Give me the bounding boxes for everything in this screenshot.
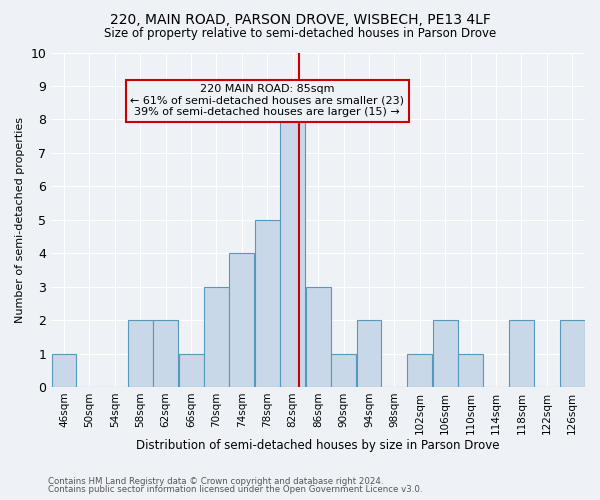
- Bar: [179, 354, 203, 387]
- Bar: [153, 320, 178, 387]
- Bar: [331, 354, 356, 387]
- X-axis label: Distribution of semi-detached houses by size in Parson Drove: Distribution of semi-detached houses by …: [136, 440, 500, 452]
- Bar: [280, 120, 305, 387]
- Bar: [433, 320, 458, 387]
- Bar: [128, 320, 152, 387]
- Text: Contains HM Land Registry data © Crown copyright and database right 2024.: Contains HM Land Registry data © Crown c…: [48, 477, 383, 486]
- Bar: [458, 354, 483, 387]
- Text: 220 MAIN ROAD: 85sqm
← 61% of semi-detached houses are smaller (23)
39% of semi-: 220 MAIN ROAD: 85sqm ← 61% of semi-detac…: [130, 84, 404, 117]
- Bar: [52, 354, 76, 387]
- Bar: [229, 253, 254, 387]
- Bar: [560, 320, 585, 387]
- Bar: [305, 286, 331, 387]
- Bar: [356, 320, 382, 387]
- Text: Contains public sector information licensed under the Open Government Licence v3: Contains public sector information licen…: [48, 485, 422, 494]
- Bar: [407, 354, 432, 387]
- Text: 220, MAIN ROAD, PARSON DROVE, WISBECH, PE13 4LF: 220, MAIN ROAD, PARSON DROVE, WISBECH, P…: [110, 12, 490, 26]
- Bar: [204, 286, 229, 387]
- Bar: [509, 320, 534, 387]
- Y-axis label: Number of semi-detached properties: Number of semi-detached properties: [15, 116, 25, 322]
- Text: Size of property relative to semi-detached houses in Parson Drove: Size of property relative to semi-detach…: [104, 28, 496, 40]
- Bar: [255, 220, 280, 387]
